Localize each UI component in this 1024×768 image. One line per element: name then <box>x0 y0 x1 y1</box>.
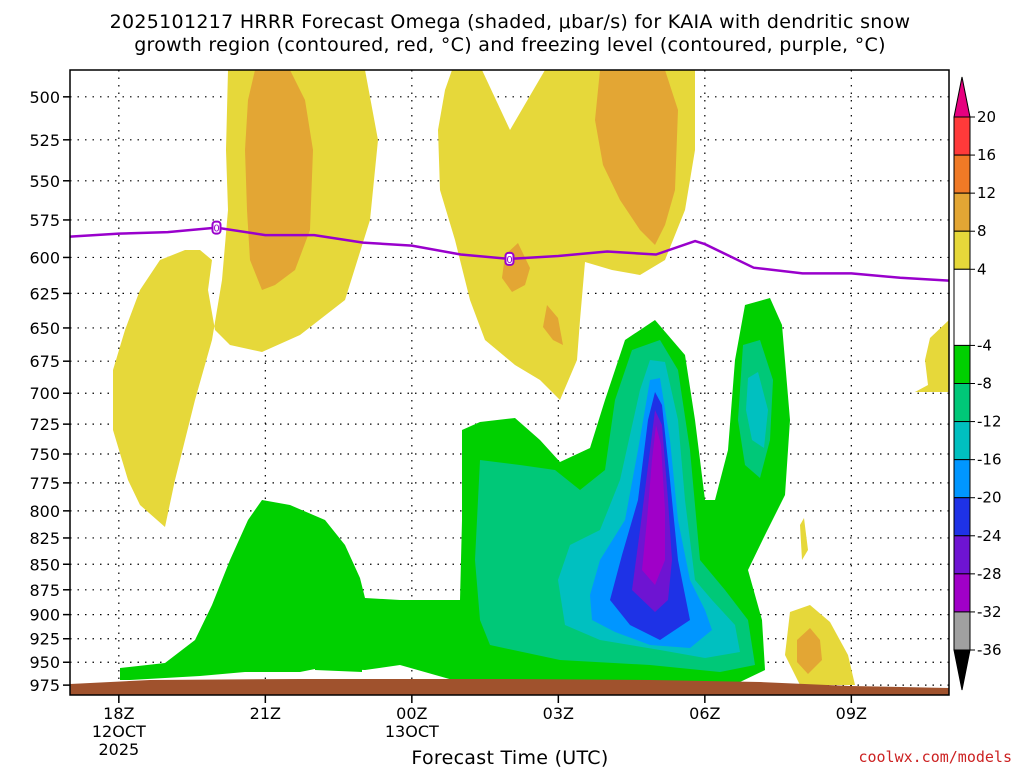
y-tick-label: 800 <box>29 502 60 521</box>
colorbar-under-triangle <box>953 649 971 691</box>
omega-region-neg-28-32 <box>642 425 665 585</box>
y-tick-label: 675 <box>29 352 60 371</box>
credit-text: coolwx.com/models <box>858 748 1012 766</box>
colorbar-band <box>953 421 971 461</box>
colorbar-tick-label: 16 <box>977 146 996 164</box>
y-tick-label: 850 <box>29 555 60 574</box>
colorbar-band <box>953 573 971 613</box>
freezing-level-label: 0 <box>506 255 512 266</box>
colorbar-tick-label: 20 <box>977 108 996 126</box>
freezing-level-line <box>70 226 949 282</box>
freezing-level-labels: 00 <box>211 220 515 266</box>
colorbar-tick-label: -32 <box>977 603 1002 621</box>
y-tick-label: 650 <box>29 319 60 338</box>
colorbar-tick-label: -36 <box>977 641 1002 659</box>
colorbar-tick-label: -8 <box>977 375 992 393</box>
colorbar-tick-label: 8 <box>977 222 987 240</box>
x-tick-date: 12OCT <box>92 722 146 741</box>
omega-region-left-4-8 <box>113 70 378 527</box>
colorbar-band <box>953 192 971 232</box>
y-tick-label: 775 <box>29 474 60 493</box>
colorbar-tick-label: -12 <box>977 413 1002 431</box>
x-tick-year: 2025 <box>98 740 139 759</box>
omega-region-rightlow-8-12 <box>797 628 822 674</box>
x-tick-label: 21Z <box>250 704 281 723</box>
y-tick-label: 600 <box>29 248 60 267</box>
y-tick-label: 725 <box>29 415 60 434</box>
x-tick-date: 13OCT <box>385 722 439 741</box>
y-tick-label: 975 <box>29 676 60 695</box>
x-tick-label: 03Z <box>543 704 574 723</box>
x-tick-label: 00Z <box>396 704 427 723</box>
colorbar-band <box>953 230 971 270</box>
chart-title-line2: growth region (contoured, red, °C) and f… <box>134 34 886 56</box>
colorbar-band <box>953 535 971 575</box>
x-axis-title: Forecast Time (UTC) <box>411 747 608 768</box>
omega-region-neg-12-16-right <box>746 372 768 448</box>
freezing-level-label-box <box>504 251 515 266</box>
y-tick-label: 750 <box>29 445 60 464</box>
y-axis: 500 525 550 575 600 625 650 675 700 725 750 775 800 8… <box>29 88 70 695</box>
y-tick-label: 825 <box>29 529 60 548</box>
colorbar-over-triangle <box>953 76 971 118</box>
colorbar-band <box>953 497 971 537</box>
freezing-level-label-box <box>211 220 222 235</box>
colorbar-tick-label: 12 <box>977 184 996 202</box>
x-tick-label: 18Z <box>103 704 134 723</box>
colorbar-tick-label: -16 <box>977 451 1002 469</box>
freezing-level-label: 0 <box>213 224 219 235</box>
y-tick-label: 700 <box>29 384 60 403</box>
colorbar-band <box>953 611 971 651</box>
y-tick-label: 925 <box>29 630 60 649</box>
colorbar-tick-label: 4 <box>977 260 987 278</box>
colorbar-tick-label: -24 <box>977 527 1002 545</box>
colorbar-band <box>953 116 971 156</box>
colorbar-tick-label: -28 <box>977 565 1002 583</box>
omega-region-mid-8-12 <box>595 70 678 245</box>
plot-frame <box>69 69 950 696</box>
y-tick-label: 625 <box>29 284 60 303</box>
y-tick-label: 575 <box>29 211 60 230</box>
colorbar-tick-label: -20 <box>977 489 1002 507</box>
colorbar-band <box>953 268 971 346</box>
x-tick-label: 06Z <box>689 704 720 723</box>
colorbar-band <box>953 154 971 194</box>
colorbar-tick-label: -4 <box>977 336 992 354</box>
y-tick-label: 875 <box>29 581 60 600</box>
colorbar-band <box>953 383 971 423</box>
omega-region-mid-small2-8-12 <box>543 305 563 345</box>
y-tick-label: 950 <box>29 653 60 672</box>
x-tick-label: 09Z <box>836 704 867 723</box>
omega-region-strip <box>315 664 362 672</box>
ground-terrain <box>70 679 949 695</box>
y-tick-label: 550 <box>29 172 60 191</box>
y-tick-label: 500 <box>29 88 60 107</box>
colorbar-band <box>953 344 971 384</box>
omega-region-right-4-8 <box>915 320 949 392</box>
omega-region-tiny-4-8 <box>800 518 808 560</box>
colorbar-band <box>953 459 971 499</box>
chart-title-line1: 2025101217 HRRR Forecast Omega (shaded, … <box>110 11 911 33</box>
colorbar: 20 16 12 8 4 -4 -8 -12 -16 -20 -24 -28 -32 -36 <box>953 76 1002 691</box>
y-tick-label: 900 <box>29 606 60 625</box>
y-tick-label: 525 <box>29 131 60 150</box>
